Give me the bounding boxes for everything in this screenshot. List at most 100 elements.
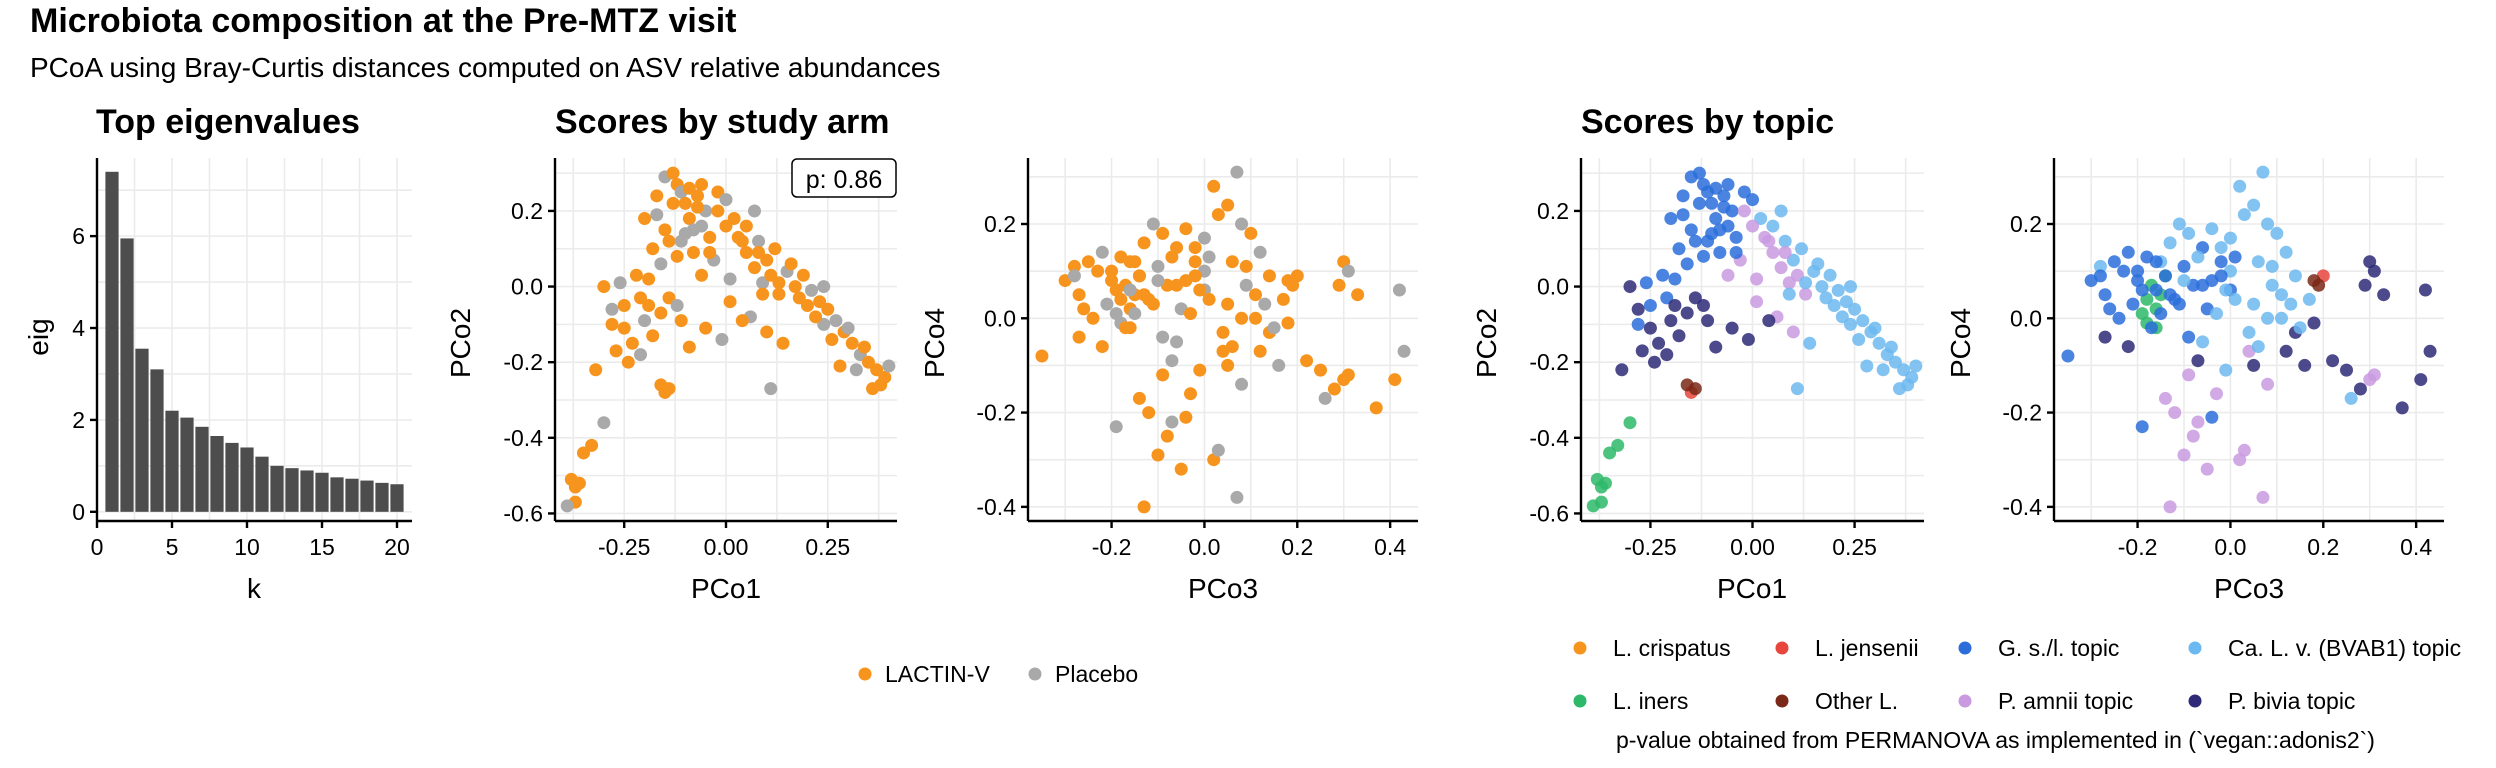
arm34-point [1072,330,1086,344]
eigenvalue-bar [210,435,224,512]
topic-legend-key [1573,641,1587,655]
arm12-point [711,204,725,218]
arm34-point [1332,278,1346,292]
arm12-point [597,280,611,294]
eigenvalue-bar [345,478,359,512]
arm12-point [682,181,696,195]
arm12-point [682,212,696,225]
arm34-point [1119,321,1132,335]
topic-legend-label: Other L. [1815,688,1898,714]
arm12-point [674,314,688,328]
top12-point [1876,363,1890,377]
top12-point [1848,302,1862,316]
top34-point [2177,448,2191,462]
top34-point [2145,321,2158,335]
arm34-point [1095,340,1109,354]
top12-point [1709,212,1723,225]
arm12-point [715,333,729,346]
top34-point [2112,311,2126,325]
eigenvalue-bar [240,447,254,512]
arm34-point [1156,330,1170,344]
topic-legend-key [1573,694,1587,708]
arm12-point [638,314,652,328]
top34-x-tick-label: -0.2 [2118,534,2158,560]
arm12-point [735,314,749,328]
arm12-point [658,223,672,237]
arm12-point [756,276,770,290]
arm12-point [719,219,733,233]
arm34-point [1165,250,1179,264]
top34-point [2326,354,2340,368]
arm12-point [788,280,802,294]
top34-point [2158,269,2172,283]
top34-point [2395,401,2409,415]
top34-point [2423,344,2437,358]
arm12-point [621,355,635,369]
top34-point [2131,274,2145,288]
top12-point [1786,325,1800,339]
arm34-point [1221,198,1235,212]
arm12-point [723,272,737,286]
arm12-point [638,212,652,225]
arm34-point [1392,283,1406,297]
eig-y-tick-label: 2 [72,407,85,433]
top34-point [2149,255,2163,269]
top34-point [2182,226,2196,240]
arm34-point [1142,406,1156,420]
top34-point [2219,283,2233,297]
top34-point [2279,344,2293,358]
topic-legend-key [1775,694,1789,708]
top34-point [2298,358,2312,372]
pvalue-annotation: p: 0.86 [791,158,897,198]
arm12-point [739,246,753,260]
top12-point [1774,261,1788,275]
arm34-point [1235,311,1249,325]
top34-point [2247,297,2261,311]
top34-x-tick-label: 0.4 [2400,534,2432,560]
top12-point [1909,359,1923,373]
arm12-y-tick-label: -0.2 [503,349,543,375]
arm12-point [646,329,660,343]
eigenvalue-bar [255,456,269,512]
arm12-x-tick-label: 0.25 [805,534,850,560]
top12-y-tick-label: 0.2 [1537,198,1569,224]
arm34-point [1211,443,1225,457]
arm34-point [1184,387,1197,401]
top12-xlabel: PCo1 [1717,573,1787,604]
arm34-point [1151,274,1165,288]
top34-point [2367,264,2381,278]
eigenvalues-title: Top eigenvalues [96,103,360,141]
arm34-point [1072,288,1086,302]
arm12-point [768,242,782,256]
top34-point [2367,368,2381,382]
top12-point [1652,336,1666,350]
arm34-x-tick-label: 0.2 [1281,534,1313,560]
top34-point [2256,490,2270,504]
top34-point [2191,354,2205,368]
arm34-point [1179,410,1193,424]
top34-point [2172,297,2186,311]
eigenvalue-bar [300,470,314,512]
top12-point [1750,295,1764,309]
arm34-point [1397,344,1411,358]
eigenvalues-ylabel: eig [23,318,54,355]
top12-point [1643,321,1657,335]
top12-point [1799,287,1813,301]
eigenvalue-bar [150,369,164,512]
eigenvalues-panel: Top eigenvalues 0 5 10 15 20 0 2 4 6 k eig [23,103,412,604]
topic-legend-label: L. jensenii [1815,635,1919,661]
arm34-point [1137,500,1151,514]
top12-point [1672,242,1686,256]
arm12-point [560,499,574,513]
arm12-point [589,363,603,377]
eigenvalue-bar [390,484,404,512]
arm12-point [695,219,709,233]
arm12-point [654,378,668,392]
top12-point [1697,298,1710,312]
arm34-point [1369,401,1383,415]
top34-point [2093,269,2107,283]
arm34-point [1239,278,1253,292]
arm34-point [1146,297,1160,311]
top34-point [2275,311,2288,325]
top34-point [2284,297,2298,311]
